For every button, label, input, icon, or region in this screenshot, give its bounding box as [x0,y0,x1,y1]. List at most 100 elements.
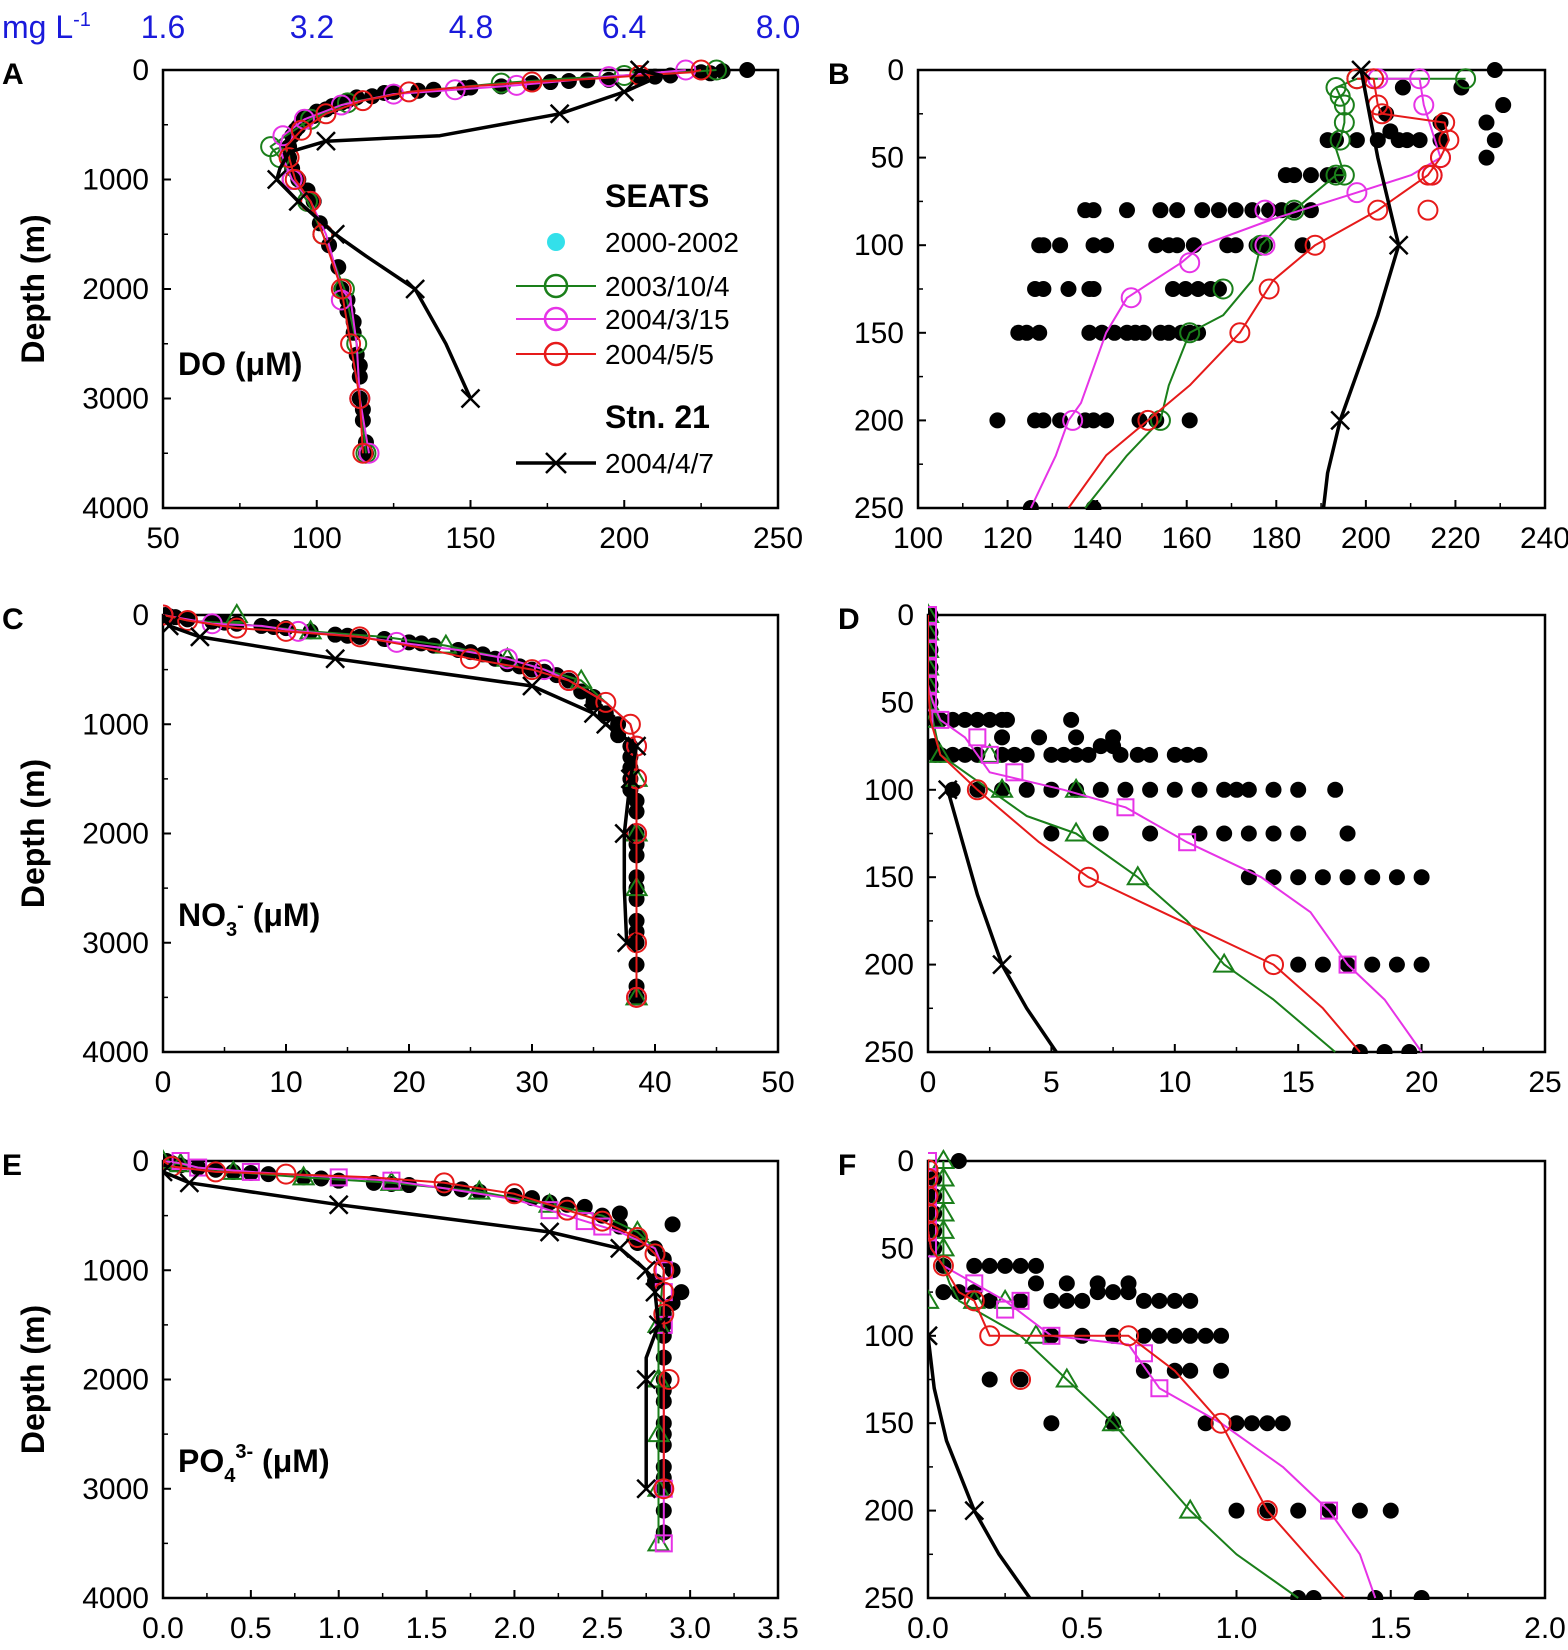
y-tick-label: 0 [132,1145,149,1178]
series-2000-2002-point [1190,281,1207,297]
series-2004-3-15-marker [928,1186,937,1205]
series-2004-5-5-marker [340,333,362,355]
x-tick-label: 1.0 [1216,1612,1258,1645]
series-2000-2002-point [1112,746,1129,763]
series-2004-4-7-marker [928,1325,938,1346]
variable-annotation: DO (μM) [178,346,302,382]
series-2004-3-15-marker [1120,287,1142,309]
x-tick-label: 10 [269,1066,302,1099]
series-2000-2002-point [1022,500,1039,510]
series-2004-3-15-marker [928,1239,937,1258]
series-2000-2002-point [1339,825,1356,842]
series-2000-2002-point [1191,781,1208,798]
legend-marker-200403 [543,306,569,332]
series-2004-4-7-marker [266,169,287,190]
series-2000-2002-point [1197,1327,1214,1344]
x-tick-label: 180 [1251,522,1301,555]
panel-label: B [828,58,850,91]
y-tick-label: 150 [864,1407,914,1440]
series-2004-3-15-marker [928,606,937,624]
legend-seats-title: SEATS [605,178,709,214]
variable-annotation: NO3- (μM) [178,895,320,941]
series-2000-2002-point [1240,781,1257,798]
series-2000-2002-point [1105,729,1122,746]
top-axis-label: mg L-1 [2,9,91,45]
series-2000-2002-point [1031,729,1048,746]
x-tick-label: 3.5 [757,1612,799,1645]
series-2000-2002-point [1160,324,1177,341]
series-2004-5-5-marker [1371,103,1393,125]
series-2000-2002-point [1035,237,1052,254]
series-2004-4-7-line [275,68,663,400]
series-2000-2002-point [1290,1502,1307,1519]
series-2004-3-15-marker [928,640,937,659]
series-2004-3-15-marker [980,745,999,764]
series-2004-5-5-marker [626,986,648,1008]
series-2004-3-15-marker [382,1171,401,1190]
x-tick-label: 20 [1405,1066,1438,1099]
series-2000-2002-point [1228,1415,1245,1432]
series-2004-5-5-marker [626,1226,648,1248]
x-tick-label: 5 [1043,1066,1060,1099]
series-2000-2002-point [1216,781,1233,798]
series-2004-5-5-marker [278,147,300,169]
series-2000-2002-point [1085,412,1102,429]
series-2004-5-5-marker [1210,1412,1232,1434]
series-2000-2002-point [1240,825,1257,842]
series-2000-2002-point [1092,825,1109,842]
series-2000-2002-point [1027,1275,1044,1292]
series-2004-3-15-marker [968,728,987,747]
series-2004-3-15-marker [506,74,528,96]
series-2004-5-5-marker [591,1210,613,1232]
series-2000-2002-point [1228,781,1245,798]
series-2004-5-5-marker [928,1202,939,1224]
series-2000-2002-point [1478,114,1495,131]
x-tick-label: 40 [638,1066,671,1099]
series-2000-2002-point [1085,237,1102,254]
series-2000-2002-point [1106,324,1123,341]
x-tick-label: 2.0 [494,1612,536,1645]
series-2003-10-4-marker [1333,94,1355,116]
series-2004-5-5-marker [556,1199,578,1221]
panel-c-nitrate-profile: 0 10 20 30 40 50 0 1000 2000 3000 4000 Depth (m) C NO… [2,599,795,1099]
legend-marker-seats [547,233,565,251]
series-2000-2002-point [989,412,1006,429]
series-2004-5-5-marker [275,620,297,642]
series-2000-2002-point [1135,1292,1152,1309]
series-2000-2002-point [1043,1415,1060,1432]
series-2004-3-15-marker [928,658,937,677]
top-axis-tick: 8.0 [756,9,800,45]
series-2004-3-15-marker [496,648,518,670]
y-tick-label: 100 [854,229,904,262]
series-2004-5-5-marker [275,1163,297,1185]
series-2004-4-7-marker [163,616,180,636]
y-tick-label: 0 [897,599,914,632]
series-2000-2002-point [1080,746,1097,763]
series-2000-2002-point [1339,869,1356,886]
series-2004-5-5-marker [928,1185,939,1207]
x-tick-label: 140 [1072,522,1122,555]
series-2000-2002-point [1401,1044,1418,1054]
series-2000-2002-point [1243,1415,1260,1432]
series-2004-3-15-marker [444,79,466,101]
series-2003-10-4-marker [706,59,727,81]
series-2004-5-5-marker [352,442,374,464]
series-2000-2002-point [1290,781,1307,798]
series-group [989,60,1512,510]
y-tick-label: 0 [887,54,904,87]
series-2004-4-7-marker [620,768,641,789]
series-2004-5-5-marker [349,388,371,409]
series-2004-5-5-marker [205,1161,227,1183]
panel-f-phosphate-upper: 0.0 0.5 1.0 1.5 2.0 0 50 100 150 200 250 F [838,1145,1566,1645]
series-2004-5-5-line [928,615,1361,1053]
series-2003-10-4-marker [1179,322,1201,344]
series-2004-3-15-marker [383,83,405,105]
series-2000-2002-point [1194,202,1211,219]
series-2000-2002-point [1055,746,1072,763]
series-2004-4-7-marker [179,1172,200,1193]
series-2000-2002-point [1388,956,1405,973]
top-axis-tick: 6.4 [602,9,646,45]
series-2000-2002-point [1135,324,1152,341]
series-2004-5-5-marker [626,768,648,790]
series-2004-3-15-marker [1320,1501,1339,1520]
